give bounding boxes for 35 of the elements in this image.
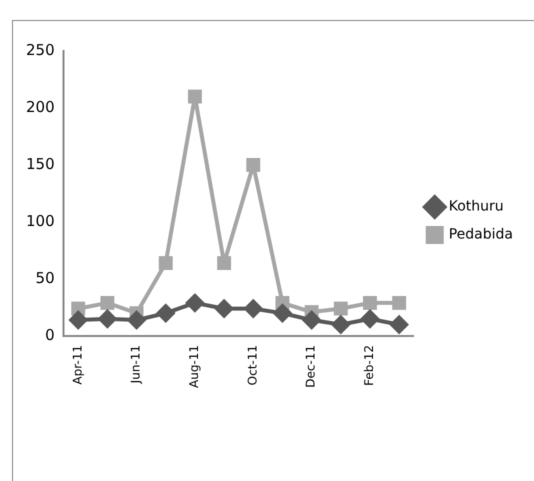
y-tick-label: 50	[36, 268, 55, 287]
point	[158, 256, 173, 270]
x-tick-label: Apr-11	[70, 344, 84, 385]
point	[186, 294, 204, 312]
y-tick-label: 0	[45, 326, 55, 344]
point	[69, 311, 88, 330]
point	[244, 300, 262, 318]
y-tick-label: 200	[26, 98, 55, 116]
legend-label: Pedabida	[448, 226, 513, 243]
point	[215, 300, 234, 318]
point	[71, 302, 86, 316]
x-tick-label: Oct-11	[245, 344, 260, 386]
point	[392, 296, 406, 310]
legend-label: Kothuru	[448, 198, 504, 215]
point	[332, 316, 350, 334]
point	[128, 311, 146, 330]
point	[217, 256, 232, 270]
y-tick-label: 150	[26, 154, 55, 173]
point	[390, 316, 408, 334]
x-tick-label: Feb-12	[362, 344, 376, 386]
point	[188, 90, 202, 104]
point	[156, 304, 175, 322]
y-tick-label: 250	[26, 40, 55, 59]
point	[246, 158, 260, 172]
x-tick-label: Dec-11	[304, 344, 318, 388]
point	[100, 296, 114, 310]
point	[302, 311, 321, 330]
y-tick-label: 100	[26, 212, 55, 230]
point	[98, 310, 116, 328]
point	[360, 310, 379, 328]
x-tick-label: Jun-11	[128, 344, 143, 384]
x-tick-label: Aug-11	[187, 344, 202, 388]
point	[273, 304, 292, 322]
point	[334, 302, 348, 316]
point	[363, 296, 377, 310]
